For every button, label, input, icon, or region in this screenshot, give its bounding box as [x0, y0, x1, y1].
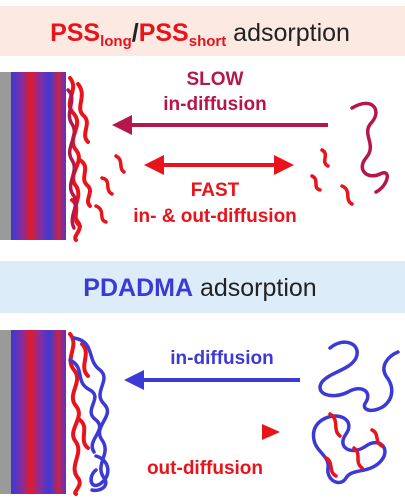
- title-pss-long-sub: long: [100, 33, 132, 50]
- fast-in-out-label: in- & out-diffusion: [133, 206, 297, 227]
- top-title: PSSlong/PSSshort adsorption: [50, 19, 350, 50]
- title-pss-short: PSS: [139, 19, 189, 47]
- title-adsorption-bottom: adsorption: [193, 274, 317, 302]
- fast-label: FAST: [191, 180, 240, 201]
- slow-in-diffusion-label: in-diffusion: [163, 94, 266, 115]
- pss-long-chain-solution: [350, 101, 389, 194]
- pdadma-pss-complex: [311, 412, 387, 485]
- adsorbed-pss-long-top: [66, 88, 78, 230]
- title-pdadma: PDADMA: [83, 274, 193, 302]
- substrate-gray-bottom: [0, 330, 11, 494]
- adsorbed-pdadma-chains-bottom: [68, 336, 110, 493]
- title-slash: /: [132, 19, 139, 47]
- title-pss-long: PSS: [50, 19, 100, 47]
- bottom-header-band: [0, 261, 405, 313]
- substrate-gray-top: [0, 72, 11, 240]
- multilayer-top: [11, 72, 66, 240]
- out-diffusion-arrowhead: [262, 424, 280, 440]
- pdadma-chain-solution: [318, 340, 400, 413]
- top-header-band: [0, 6, 405, 56]
- title-adsorption-top: adsorption: [226, 19, 350, 47]
- pss-short-chains: [94, 148, 354, 224]
- bottom-title: PDADMA adsorption: [83, 274, 316, 302]
- adsorbed-pss-chains-bottom: [68, 332, 90, 496]
- pdadma-in-diffusion-label: in-diffusion: [170, 348, 273, 369]
- out-diffusion-text: out-diffusion: [147, 458, 263, 479]
- out-diffusion-label: out-diffusion: [147, 458, 263, 479]
- title-pss-short-sub: short: [189, 33, 227, 50]
- slow-label: SLOW: [187, 69, 244, 90]
- multilayer-bottom: [11, 330, 66, 494]
